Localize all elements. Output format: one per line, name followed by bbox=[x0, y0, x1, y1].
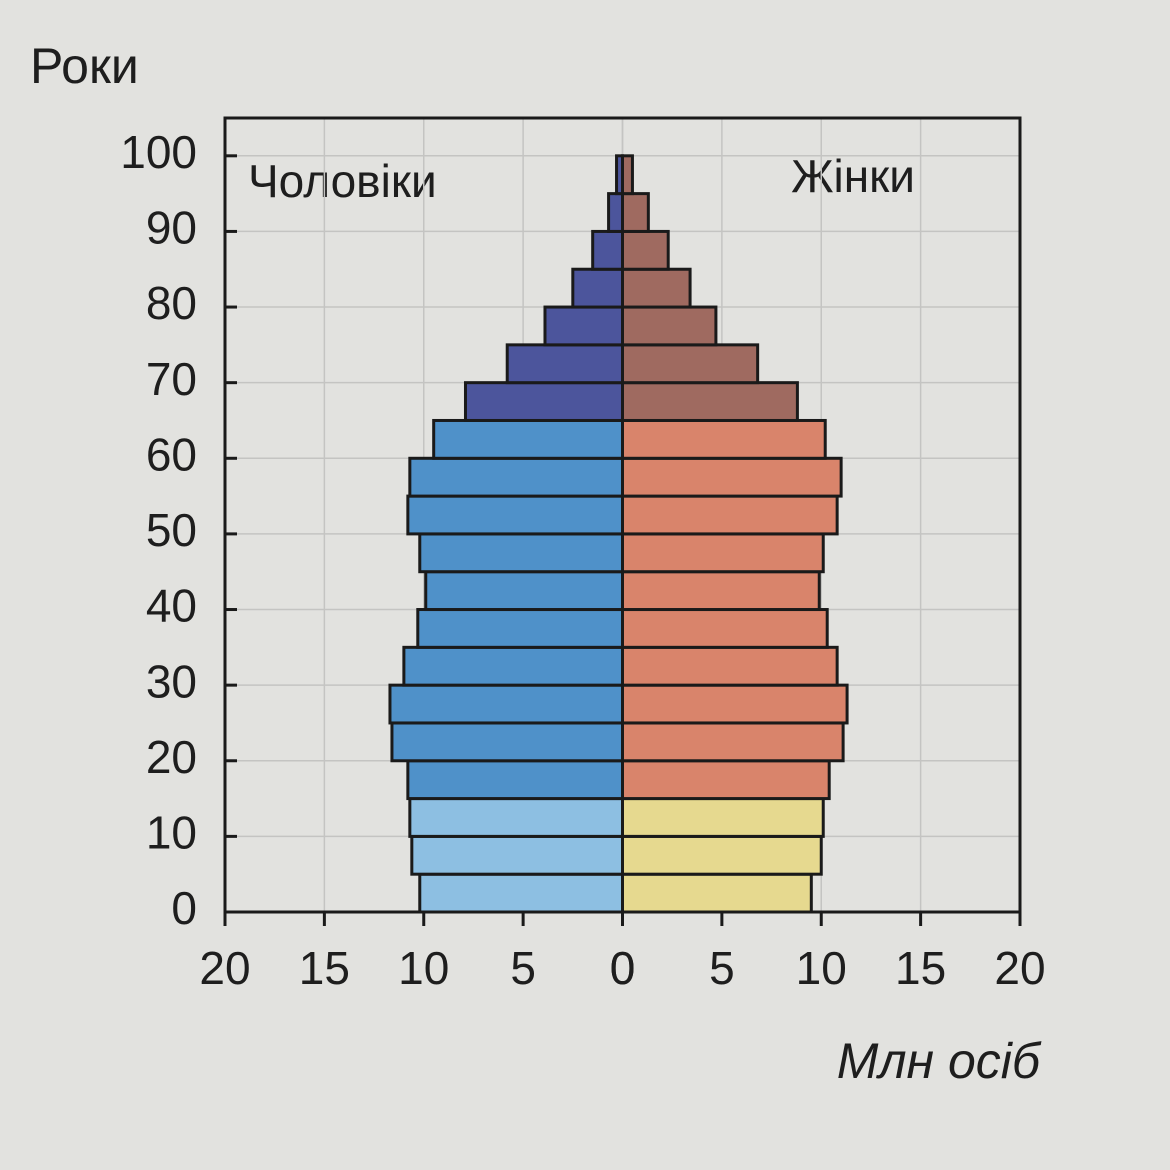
bar bbox=[621, 305, 718, 347]
x-tick-label: 20 bbox=[994, 942, 1045, 994]
y-tick-label: 10 bbox=[146, 807, 197, 859]
bar bbox=[621, 381, 799, 422]
bar bbox=[621, 192, 650, 233]
bar bbox=[388, 683, 624, 725]
y-tick-label: 60 bbox=[146, 428, 197, 480]
bar bbox=[406, 759, 624, 801]
bar bbox=[424, 570, 624, 612]
bar bbox=[621, 229, 670, 271]
x-tick-label: 10 bbox=[796, 942, 847, 994]
bar bbox=[621, 759, 831, 801]
x-axis-label: Млн осіб bbox=[837, 1033, 1042, 1089]
bar bbox=[543, 305, 624, 347]
bar bbox=[591, 229, 624, 271]
bar bbox=[621, 834, 823, 876]
bar bbox=[621, 721, 845, 763]
y-tick-label: 80 bbox=[146, 277, 197, 329]
bar bbox=[621, 645, 839, 687]
bar bbox=[408, 797, 624, 838]
x-tick-label: 20 bbox=[199, 942, 250, 994]
x-tick-label: 0 bbox=[610, 942, 636, 994]
y-axis-label: Роки bbox=[30, 38, 139, 94]
y-tick-label: 90 bbox=[146, 202, 197, 254]
bar bbox=[432, 418, 624, 460]
bar bbox=[406, 494, 624, 536]
y-tick-label: 0 bbox=[171, 882, 197, 934]
bar bbox=[621, 683, 849, 725]
bar bbox=[390, 721, 625, 763]
x-tick-label: 10 bbox=[398, 942, 449, 994]
bar bbox=[621, 418, 827, 460]
bar bbox=[402, 645, 624, 687]
bar bbox=[418, 872, 624, 914]
bar bbox=[607, 192, 625, 233]
y-tick-label: 20 bbox=[146, 731, 197, 783]
y-tick-label: 100 bbox=[120, 126, 197, 178]
bar bbox=[621, 532, 825, 574]
bar bbox=[621, 872, 813, 914]
bar bbox=[621, 570, 821, 612]
bar bbox=[505, 343, 625, 385]
x-tick-label: 5 bbox=[709, 942, 735, 994]
bar bbox=[621, 494, 839, 536]
bar bbox=[416, 608, 624, 649]
bar bbox=[410, 834, 625, 876]
bar bbox=[621, 608, 829, 649]
bar bbox=[621, 456, 843, 498]
bar bbox=[571, 267, 624, 309]
y-tick-label: 50 bbox=[146, 504, 197, 556]
bar bbox=[621, 343, 760, 385]
y-tick-label: 40 bbox=[146, 580, 197, 632]
bar bbox=[621, 797, 825, 838]
x-tick-label: 5 bbox=[510, 942, 536, 994]
bar bbox=[408, 456, 624, 498]
series-label: Жінки bbox=[791, 150, 915, 202]
x-tick-label: 15 bbox=[895, 942, 946, 994]
x-tick-label: 15 bbox=[299, 942, 350, 994]
bar bbox=[621, 267, 692, 309]
x-tick-label: 0 bbox=[610, 942, 636, 994]
bar bbox=[463, 381, 624, 422]
series-label: Чоловіки bbox=[248, 155, 437, 207]
bar bbox=[418, 532, 624, 574]
y-tick-label: 70 bbox=[146, 353, 197, 405]
y-tick-label: 30 bbox=[146, 655, 197, 707]
